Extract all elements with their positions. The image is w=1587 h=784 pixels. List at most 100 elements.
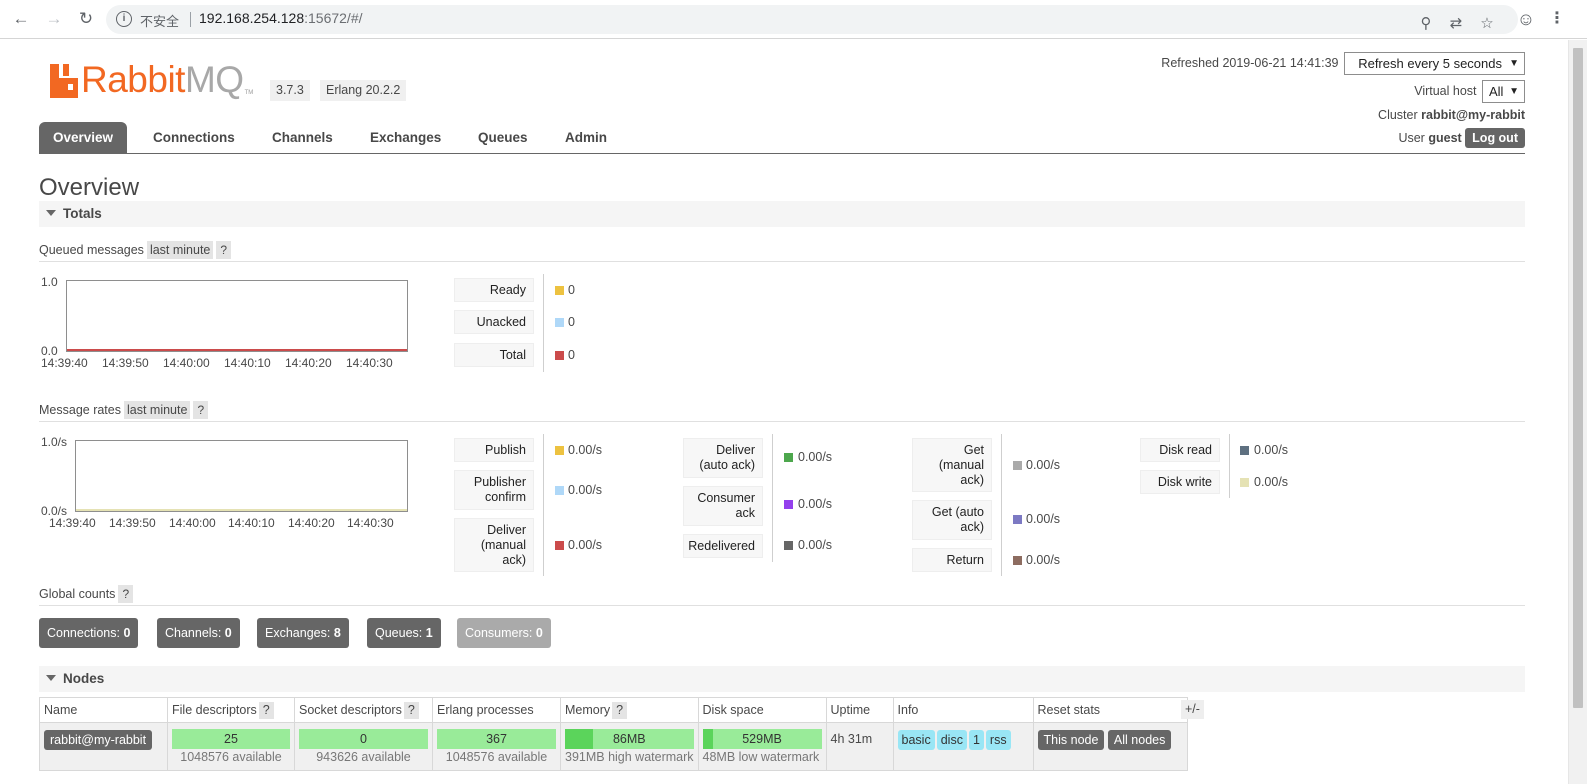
connections-count-button[interactable]: Connections: 0 <box>39 618 139 648</box>
exchanges-count-button[interactable]: Exchanges: 8 <box>257 618 349 648</box>
rabbitmq-logo[interactable]: RabbitMQ TM <box>50 59 253 100</box>
vhost-select-value: All <box>1489 84 1504 99</box>
totals-section-toggle[interactable]: Totals <box>39 201 1525 227</box>
tab-exchanges[interactable]: Exchanges <box>370 130 442 145</box>
legend-redelivered-label: Redelivered <box>683 534 763 558</box>
consumers-count-button[interactable]: Consumers: 0 <box>457 618 551 648</box>
reset-this-node-button[interactable]: This node <box>1037 730 1105 750</box>
x-tick: 14:40:00 <box>169 516 216 530</box>
user-label: User <box>1398 131 1425 145</box>
page-scrollbar[interactable] <box>1568 40 1587 784</box>
queued-help-button[interactable]: ? <box>216 241 232 259</box>
get-manual-swatch <box>1013 461 1022 470</box>
bookmark-star-icon[interactable]: ☆ <box>1480 15 1494 32</box>
x-tick: 14:39:50 <box>109 516 156 530</box>
col-header-disk-space: Disk space <box>697 697 827 723</box>
legend-deliver-manual-value: 0.00/s <box>568 538 603 552</box>
x-tick: 14:40:20 <box>285 356 332 370</box>
rates-range-selector[interactable]: last minute <box>123 401 191 419</box>
message-rates-title: Message rates <box>39 403 121 417</box>
x-tick: 14:40:30 <box>347 516 394 530</box>
main-nav-tabs: Overview Connections Channels Exchanges … <box>39 122 1525 154</box>
col-header-label: Name <box>44 703 78 717</box>
virtual-host-select[interactable]: All ▼ <box>1482 80 1525 103</box>
legend-deliver-auto-label: Deliver (auto ack) <box>683 438 763 478</box>
info-icon[interactable]: i <box>116 11 132 27</box>
tab-overview[interactable]: Overview <box>39 122 128 154</box>
disk-watermark: 48MB low watermark <box>702 750 820 764</box>
tab-connections[interactable]: Connections <box>153 130 235 145</box>
tab-admin[interactable]: Admin <box>565 130 607 145</box>
queues-count-button[interactable]: Queues: 1 <box>367 618 441 648</box>
key-icon[interactable]: ⚲ <box>1420 15 1432 32</box>
file-desc-help-button[interactable]: ? <box>258 701 274 719</box>
translate-icon[interactable]: ⇄ <box>1449 15 1463 32</box>
legend-disk-read-label: Disk read <box>1140 438 1220 462</box>
consumer-ack-swatch <box>784 500 793 509</box>
col-header-label: Reset stats <box>1037 703 1101 717</box>
back-arrow-icon[interactable]: ← <box>12 9 30 28</box>
tab-channels[interactable]: Channels <box>272 130 333 145</box>
refresh-select-value: Refresh every 5 seconds <box>1358 56 1502 71</box>
count-label: Connections: <box>47 626 120 640</box>
memory-value: 86MB <box>612 732 646 746</box>
legend-consumer-ack-value: 0.00/s <box>798 497 833 511</box>
collapse-triangle-icon <box>46 675 56 681</box>
forward-arrow-icon[interactable]: → <box>45 9 63 28</box>
queued-range-selector[interactable]: last minute <box>146 241 214 259</box>
legend-divider <box>543 274 544 372</box>
nodes-section-toggle[interactable]: Nodes <box>39 666 1525 692</box>
legend-get-auto-label: Get (auto ack) <box>912 500 992 540</box>
count-value: 0 <box>224 626 232 640</box>
rabbitmq-logo-mark <box>50 64 78 98</box>
global-counts-title: Global counts <box>39 587 116 601</box>
queued-messages-header: Queued messages last minute? <box>39 241 1525 262</box>
scrollbar-thumb[interactable] <box>1573 48 1583 708</box>
legend-disk-read-value: 0.00/s <box>1254 443 1289 457</box>
node-link[interactable]: rabbit@my-rabbit <box>44 730 153 750</box>
info-tag-count: 1 <box>968 730 984 750</box>
vhost-row: Virtual host All ▼ <box>1414 80 1525 103</box>
disk-read-swatch <box>1240 446 1249 455</box>
erlang-proc-cell: 367 1048576 available <box>432 722 561 771</box>
socket-desc-help-button[interactable]: ? <box>403 701 419 719</box>
col-header-file-descriptors: File descriptors? <box>167 697 295 723</box>
address-bar[interactable]: i 不安全 192.168.254.128:15672/#/ ⚲ ⇄ ☆ <box>106 5 1518 34</box>
publish-swatch <box>555 446 564 455</box>
profile-avatar-icon[interactable]: ☺ <box>1516 9 1536 29</box>
queued-messages-chart <box>66 280 408 352</box>
reload-icon[interactable]: ↻ <box>78 9 94 28</box>
global-counts-help-button[interactable]: ? <box>118 585 134 603</box>
reset-all-nodes-button[interactable]: All nodes <box>1107 730 1172 750</box>
logout-button[interactable]: Log out <box>1465 128 1525 148</box>
memory-help-button[interactable]: ? <box>612 701 628 719</box>
x-tick: 14:40:10 <box>228 516 275 530</box>
page-title: Overview <box>39 174 140 201</box>
legend-redelivered-value: 0.00/s <box>798 538 833 552</box>
col-header-label: Erlang processes <box>437 703 534 717</box>
refresh-interval-select[interactable]: Refresh every 5 seconds ▼ <box>1344 52 1525 75</box>
socket-desc-bar: 0 <box>299 729 428 749</box>
more-menu-icon[interactable]: ⋮ <box>1549 10 1565 27</box>
legend-divider <box>543 434 544 576</box>
return-swatch <box>1013 556 1022 565</box>
url-host: 192.168.254.128 <box>199 10 305 26</box>
column-toggle-button[interactable]: +/- <box>1181 700 1204 719</box>
x-tick: 14:39:40 <box>41 356 88 370</box>
x-tick: 14:40:30 <box>346 356 393 370</box>
col-header-label: Disk space <box>702 703 764 717</box>
col-header-uptime: Uptime <box>825 697 894 723</box>
disk-cell: 529MB 48MB low watermark <box>697 722 827 771</box>
nodes-section-title: Nodes <box>63 671 105 686</box>
insecure-label: 不安全 <box>140 14 180 29</box>
info-tag-rss: rss <box>985 730 1011 750</box>
user-row: User guest Log out <box>1398 128 1525 148</box>
uptime-cell: 4h 31m <box>825 722 894 771</box>
rates-help-button[interactable]: ? <box>193 401 209 419</box>
logo-wordmark: RabbitMQ <box>81 59 244 100</box>
cluster-label: Cluster <box>1378 108 1418 122</box>
url-text[interactable]: 192.168.254.128:15672/#/ <box>199 10 363 26</box>
legend-publisher-confirm-label: Publisher confirm <box>454 470 534 510</box>
channels-count-button[interactable]: Channels: 0 <box>157 618 240 648</box>
tab-queues[interactable]: Queues <box>478 130 528 145</box>
